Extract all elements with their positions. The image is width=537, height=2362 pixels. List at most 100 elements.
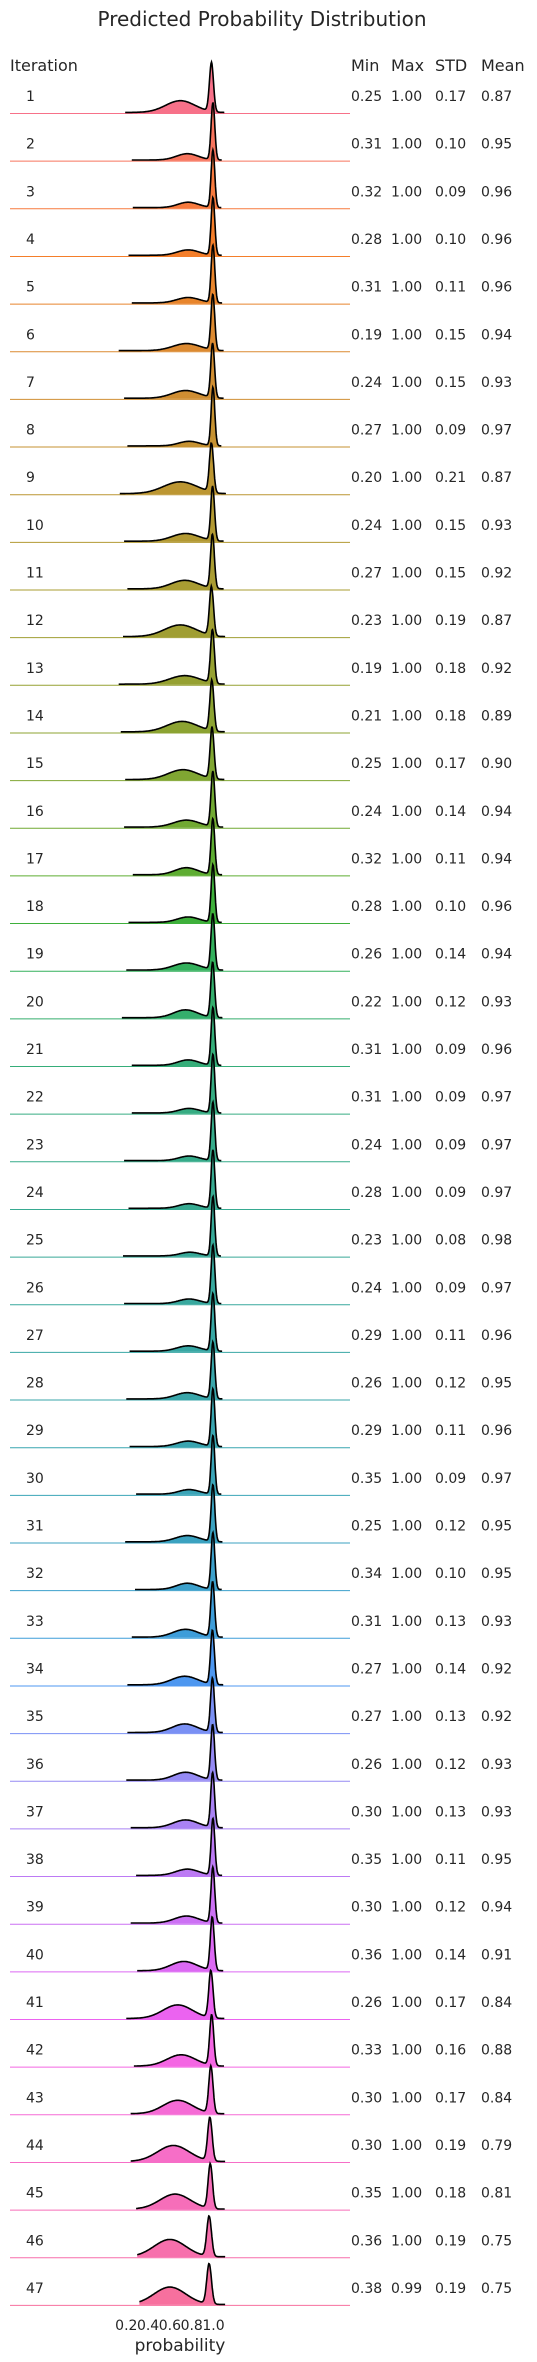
ridge-density-area (126, 1970, 225, 2019)
ridge-row: 26 0.24 1.00 0.09 0.97 (10, 1242, 512, 1306)
ridge-row: 18 0.28 1.00 0.10 0.96 (10, 862, 512, 925)
row-iteration-label: 40 (26, 1947, 44, 1963)
row-mean-value: 0.97 (481, 1090, 512, 1106)
ridge-row: 15 0.25 1.00 0.17 0.90 (10, 726, 512, 782)
column-header-max: Max (391, 56, 424, 75)
ridge-density-line (131, 1580, 223, 1638)
row-mean-value: 0.97 (481, 1185, 512, 1201)
ridge-density-line (130, 2116, 226, 2163)
row-iteration-label: 44 (26, 2138, 44, 2154)
row-min-value: 0.28 (351, 232, 382, 248)
ridge-row: 43 0.30 1.00 0.17 0.84 (10, 2063, 512, 2116)
row-iteration-label: 2 (26, 137, 35, 153)
row-min-value: 0.32 (351, 851, 382, 867)
ridge-row: 41 0.26 1.00 0.17 0.84 (10, 1968, 512, 2020)
row-std-value: 0.10 (435, 137, 466, 153)
ridge-density-area (137, 2216, 226, 2258)
ridge-density-area (127, 387, 222, 447)
row-iteration-label: 22 (26, 1090, 44, 1106)
ridge-density-line (128, 1149, 222, 1210)
row-mean-value: 0.92 (481, 661, 512, 677)
row-mean-value: 0.97 (481, 1137, 512, 1153)
x-tick-label: 0.8 (181, 2318, 203, 2334)
row-std-value: 0.11 (435, 280, 466, 296)
row-mean-value: 0.96 (481, 1042, 512, 1058)
ridge-density-line (123, 582, 226, 638)
row-iteration-label: 46 (26, 2233, 44, 2249)
ridge-density-line (124, 1242, 222, 1305)
row-max-value: 1.00 (391, 423, 422, 439)
ridge-density-line (121, 961, 223, 1019)
ridge-density-line (128, 862, 222, 924)
row-std-value: 0.21 (435, 470, 466, 486)
row-std-value: 0.17 (435, 89, 466, 105)
row-min-value: 0.31 (351, 137, 382, 153)
row-min-value: 0.30 (351, 2090, 382, 2106)
row-max-value: 1.00 (391, 89, 422, 105)
column-header-min: Min (351, 56, 379, 75)
ridge-density-area (119, 443, 226, 495)
row-std-value: 0.11 (435, 1852, 466, 1868)
ridge-density-area (125, 726, 225, 781)
row-max-value: 1.00 (391, 1566, 422, 1582)
row-min-value: 0.30 (351, 1804, 382, 1820)
row-iteration-label: 38 (26, 1852, 44, 1868)
row-max-value: 1.00 (391, 994, 422, 1010)
ridge-density-line (118, 628, 225, 685)
row-max-value: 1.00 (391, 947, 422, 963)
row-iteration-label: 5 (26, 280, 35, 296)
row-max-value: 1.00 (391, 1661, 422, 1677)
ridge-row: 47 0.38 0.99 0.19 0.75 (10, 2262, 512, 2306)
ridge-row: 12 0.23 1.00 0.19 0.87 (10, 582, 512, 639)
row-mean-value: 0.97 (481, 1280, 512, 1296)
ridge-density-line (137, 2214, 226, 2258)
row-iteration-label: 7 (26, 375, 35, 391)
ridge-density-area (123, 1196, 221, 1257)
ridge-density-line (124, 342, 224, 399)
row-std-value: 0.19 (435, 613, 466, 629)
row-iteration-label: 21 (26, 1042, 44, 1058)
row-std-value: 0.15 (435, 375, 466, 391)
ridge-row: 22 0.31 1.00 0.09 0.97 (10, 1052, 512, 1115)
ridge-density-area (118, 629, 225, 685)
row-min-value: 0.31 (351, 1042, 382, 1058)
row-mean-value: 0.96 (481, 899, 512, 915)
row-mean-value: 0.92 (481, 566, 512, 582)
ridge-row: 46 0.36 1.00 0.19 0.75 (10, 2214, 512, 2259)
row-max-value: 1.00 (391, 137, 422, 153)
row-max-value: 1.00 (391, 518, 422, 534)
row-max-value: 1.00 (391, 851, 422, 867)
ridge-density-line (135, 1530, 222, 1591)
row-min-value: 0.24 (351, 804, 382, 820)
row-mean-value: 0.96 (481, 1328, 512, 1344)
row-std-value: 0.09 (435, 1185, 466, 1201)
row-iteration-label: 26 (26, 1280, 44, 1296)
row-std-value: 0.11 (435, 851, 466, 867)
row-std-value: 0.10 (435, 232, 466, 248)
row-iteration-label: 10 (26, 518, 44, 534)
row-min-value: 0.25 (351, 1519, 382, 1535)
ridge-density-line (126, 913, 224, 971)
ridge-row: 30 0.35 1.00 0.09 0.97 (10, 1434, 512, 1496)
x-tick-label: 1.0 (202, 2318, 224, 2334)
ridge-row: 35 0.27 1.00 0.13 0.92 (10, 1675, 512, 1735)
row-iteration-label: 28 (26, 1376, 44, 1392)
row-min-value: 0.22 (351, 994, 382, 1010)
row-iteration-label: 20 (26, 994, 44, 1010)
row-min-value: 0.29 (351, 1423, 382, 1439)
ridge-row: 28 0.26 1.00 0.12 0.95 (10, 1339, 512, 1401)
ridge-density-line (119, 442, 226, 495)
ridge-density-line (132, 146, 222, 209)
ridge-density-line (136, 2161, 225, 2210)
row-iteration-label: 14 (26, 708, 44, 724)
ridge-row: 4 0.28 1.00 0.10 0.96 (10, 194, 512, 257)
row-std-value: 0.18 (435, 2186, 466, 2202)
ridge-row: 11 0.27 1.00 0.15 0.92 (10, 532, 512, 591)
row-min-value: 0.36 (351, 1947, 382, 1963)
row-max-value: 1.00 (391, 1471, 422, 1487)
ridge-density-line (136, 1816, 223, 1877)
ridge-density-line (127, 1675, 223, 1734)
ridge-density-line (131, 102, 222, 161)
ridge-density-line (123, 1194, 221, 1257)
x-tick-label: 0.4 (137, 2318, 159, 2334)
